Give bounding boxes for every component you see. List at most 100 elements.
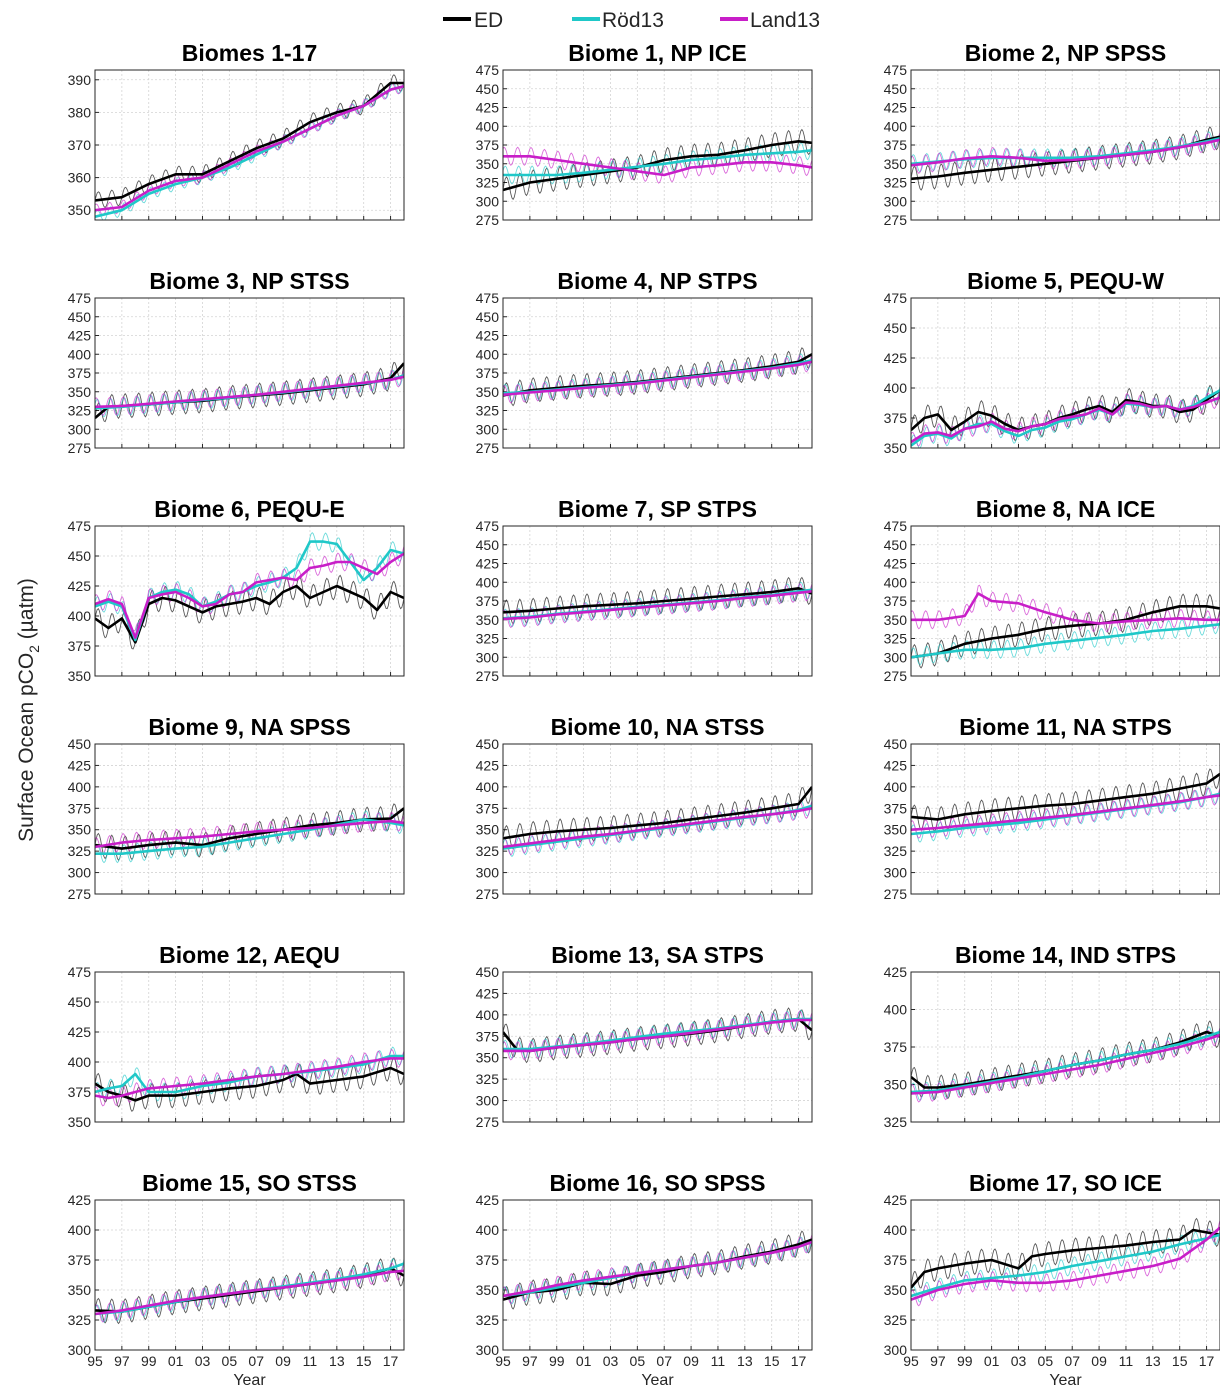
y-tick-label: 450 bbox=[884, 320, 908, 336]
series-line-Land13 bbox=[95, 1269, 404, 1316]
series-line-ED bbox=[503, 586, 812, 614]
y-tick-label: 370 bbox=[68, 137, 92, 153]
x-tick-label: 03 bbox=[195, 1353, 211, 1369]
series-line-Land13 bbox=[95, 375, 404, 409]
y-tick-label: 400 bbox=[476, 118, 500, 134]
panel-frame bbox=[502, 971, 813, 1123]
x-tick-label: 13 bbox=[1145, 1353, 1161, 1369]
x-tick-label: 13 bbox=[737, 1353, 753, 1369]
y-tick-label: 400 bbox=[68, 346, 92, 362]
x-tick-label: 09 bbox=[1091, 1353, 1107, 1369]
x-tick-label: 11 bbox=[303, 1353, 318, 1369]
series-monthly-ED bbox=[911, 593, 1220, 669]
x-tick-label: 01 bbox=[984, 1353, 1000, 1369]
y-tick-label: 450 bbox=[884, 537, 908, 553]
y-tick-label: 475 bbox=[476, 518, 500, 534]
panel-biome-9: Biome 9, NA SPSS 275 300 325 350 375 400 425 450 bbox=[68, 714, 405, 902]
y-tick-label: 300 bbox=[476, 865, 500, 881]
series-line-Land13 bbox=[503, 155, 812, 177]
y-tick-label: 375 bbox=[68, 800, 92, 816]
y-tick-label: 425 bbox=[476, 328, 500, 344]
panel-title: Biome 15, SO STSS bbox=[142, 1170, 357, 1196]
y-tick-label: 275 bbox=[884, 212, 908, 228]
y-tick-label: 300 bbox=[476, 1093, 500, 1109]
series-monthly-Röd13 bbox=[503, 799, 812, 858]
y-tick-label: 375 bbox=[476, 593, 500, 609]
series-line-ED bbox=[911, 772, 1220, 821]
series-line-ED bbox=[503, 786, 812, 840]
y-tick-label: 475 bbox=[68, 290, 92, 306]
y-tick-label: 275 bbox=[476, 886, 500, 902]
y-tick-label: 450 bbox=[68, 994, 92, 1010]
panel-biome-8: Biome 8, NA ICE 275 300 325 350 375 400 425 450 4… bbox=[884, 496, 1220, 684]
x-tick-label: 95 bbox=[87, 1353, 103, 1369]
x-tick-label: 99 bbox=[957, 1353, 973, 1369]
series-line-Land13 bbox=[911, 1226, 1220, 1301]
panel-frame bbox=[502, 743, 813, 895]
x-tick-label: 17 bbox=[1199, 1353, 1215, 1369]
y-tick-label: 425 bbox=[476, 985, 500, 1001]
panel-biome-15: Biome 15, SO STSS 300 325 350 375 400 425 95 97 9… bbox=[68, 1170, 405, 1389]
y-tick-label: 425 bbox=[476, 1192, 500, 1208]
x-tick-label: 17 bbox=[791, 1353, 807, 1369]
panel-frame bbox=[910, 69, 1220, 221]
x-tick-label: 97 bbox=[522, 1353, 538, 1369]
x-tick-label: 95 bbox=[495, 1353, 511, 1369]
y-tick-label: 375 bbox=[476, 1028, 500, 1044]
series-line-ED bbox=[95, 1066, 404, 1102]
y-tick-label: 350 bbox=[476, 384, 500, 400]
y-tick-label: 325 bbox=[884, 631, 908, 647]
series-monthly-Land13 bbox=[503, 1234, 812, 1305]
series-line-Röd13 bbox=[95, 818, 404, 856]
y-tick-label: 350 bbox=[476, 156, 500, 172]
y-tick-label: 275 bbox=[884, 886, 908, 902]
y-tick-label: 400 bbox=[476, 574, 500, 590]
x-tick-label: 15 bbox=[356, 1353, 372, 1369]
series-line-Land13 bbox=[503, 1018, 812, 1053]
panel-frame bbox=[94, 1199, 405, 1351]
y-tick-label: 325 bbox=[68, 843, 92, 859]
panel-biome-2: Biome 2, NP SPSS 275 300 325 350 375 400 425 450… bbox=[884, 40, 1220, 228]
y-tick-label: 300 bbox=[884, 865, 908, 881]
y-tick-label: 450 bbox=[476, 537, 500, 553]
panel-frame bbox=[94, 297, 405, 449]
series-line-Land13 bbox=[911, 138, 1220, 167]
y-tick-label: 375 bbox=[68, 365, 92, 381]
y-tick-label: 400 bbox=[68, 1222, 92, 1238]
y-tick-label: 425 bbox=[884, 1192, 908, 1208]
x-tick-label: 99 bbox=[141, 1353, 157, 1369]
panel-frame bbox=[910, 971, 1220, 1123]
x-tick-label: 03 bbox=[603, 1353, 619, 1369]
y-tick-label: 350 bbox=[68, 822, 92, 838]
panel-title: Biome 3, NP STSS bbox=[149, 268, 349, 294]
series-line-Röd13 bbox=[911, 1030, 1220, 1094]
panel-frame bbox=[94, 971, 405, 1123]
x-tick-label: 15 bbox=[1172, 1353, 1188, 1369]
panel-biome-13: Biome 13, SA STPS 275 300 325 350 375 400 425 45… bbox=[476, 942, 813, 1130]
y-tick-label: 350 bbox=[884, 440, 908, 456]
y-tick-label: 350 bbox=[68, 384, 92, 400]
series-line-Land13 bbox=[95, 85, 404, 212]
y-tick-label: 300 bbox=[68, 421, 92, 437]
x-tick-label: 97 bbox=[930, 1353, 946, 1369]
series-monthly-ED bbox=[503, 786, 812, 850]
y-tick-label: 350 bbox=[884, 822, 908, 838]
y-tick-label: 400 bbox=[884, 380, 908, 396]
y-tick-label: 400 bbox=[68, 1054, 92, 1070]
y-tick-label: 300 bbox=[476, 1342, 500, 1358]
y-tick-label: 425 bbox=[884, 757, 908, 773]
y-tick-label: 350 bbox=[68, 1114, 92, 1130]
x-tick-label: 07 bbox=[1064, 1353, 1080, 1369]
panel-title: Biome 14, IND STPS bbox=[955, 942, 1176, 968]
y-tick-label: 425 bbox=[68, 578, 92, 594]
panel-biome-10: Biome 10, NA STSS 275 300 325 350 375 400 425 45… bbox=[476, 714, 813, 902]
y-tick-label: 375 bbox=[476, 137, 500, 153]
y-tick-label: 325 bbox=[68, 1312, 92, 1328]
x-axis-label: Year bbox=[641, 1372, 674, 1389]
y-tick-label: 475 bbox=[884, 62, 908, 78]
panel-biome-16: Biome 16, SO SPSS 300 325 350 375 400 425 95 97 9… bbox=[476, 1170, 813, 1389]
series-line-Land13 bbox=[503, 590, 812, 621]
x-tick-label: 11 bbox=[1119, 1353, 1134, 1369]
x-tick-label: 01 bbox=[168, 1353, 184, 1369]
